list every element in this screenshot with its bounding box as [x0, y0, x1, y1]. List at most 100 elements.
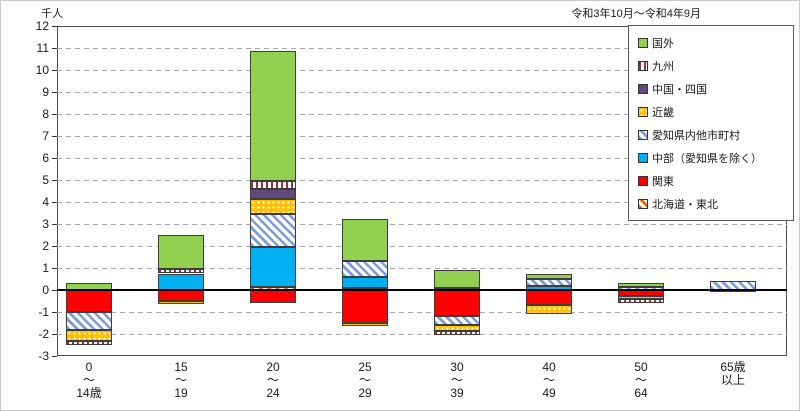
y-tick-mark	[52, 224, 57, 225]
y-tick-label: 11	[36, 41, 49, 55]
y-tick-label: -2	[38, 327, 49, 341]
legend-swatch-icon	[638, 106, 648, 117]
bar-segment	[618, 298, 664, 304]
bar-segment	[250, 198, 296, 215]
x-axis-label-line: 0	[85, 360, 93, 374]
gridline	[57, 113, 787, 115]
bar-segment	[66, 329, 112, 341]
bar-segment	[250, 181, 296, 189]
legend-label: 北海道・東北	[652, 198, 718, 211]
bar-segment	[66, 340, 112, 345]
y-tick-mark	[52, 202, 57, 203]
y-tick-mark	[52, 136, 57, 137]
legend-item: 国外	[629, 31, 793, 54]
legend-label: 愛知県内他市町村	[652, 129, 740, 142]
gridline	[57, 69, 787, 71]
bar-segment	[66, 312, 112, 330]
x-axis-label: 30 〜 39	[422, 361, 492, 400]
y-tick-mark	[52, 158, 57, 159]
x-axis-label-line: 65歳	[720, 360, 746, 374]
bar-segment	[526, 273, 572, 279]
y-tick-label: 3	[42, 217, 49, 231]
x-axis-label-line: 50	[634, 360, 648, 374]
x-axis-label-line: 20	[266, 360, 280, 374]
x-axis-label-line: 〜	[542, 373, 555, 387]
y-tick-mark	[52, 246, 57, 247]
x-axis-label-line: 〜	[174, 373, 187, 387]
legend-label: 国外	[652, 37, 674, 50]
x-axis-label-line: 〜	[634, 373, 647, 387]
bar-segment	[342, 261, 388, 277]
legend-item: 近畿	[629, 100, 793, 123]
x-axis-label-line: 24	[266, 386, 280, 400]
x-axis-label-line: 49	[542, 386, 556, 400]
y-tick-label: 2	[42, 239, 49, 253]
x-axis-label: 65歳 以上	[698, 361, 768, 387]
period-label: 令和3年10月～令和4年9月	[571, 8, 701, 20]
y-tick-mark	[52, 48, 57, 49]
x-axis-label-line: 〜	[266, 373, 279, 387]
bar-segment	[434, 290, 480, 317]
bar-segment	[250, 247, 296, 287]
legend-swatch-icon	[638, 83, 648, 94]
x-axis-label-line: 39	[450, 386, 464, 400]
gridline	[57, 179, 787, 181]
bar-segment	[434, 316, 480, 326]
x-axis-label-line: 29	[358, 386, 372, 400]
bar-segment	[434, 270, 480, 288]
legend-item: 中国・四国	[629, 77, 793, 100]
x-axis-label-line: 〜	[358, 373, 371, 387]
bar-segment	[250, 214, 296, 248]
y-tick-mark	[52, 356, 57, 357]
y-tick-label: 5	[42, 173, 49, 187]
y-tick-label: 12	[35, 19, 49, 33]
bar-segment	[158, 269, 204, 274]
gridline	[57, 47, 787, 49]
bar-segment	[158, 290, 204, 301]
bar-segment	[618, 283, 664, 287]
legend-swatch-icon	[638, 152, 648, 163]
legend-swatch-icon	[638, 198, 648, 209]
x-axis-label: 25 〜 29	[330, 361, 400, 400]
x-axis-label: 0 〜 14歳	[54, 361, 124, 400]
legend-item: 愛知県内他市町村	[629, 123, 793, 146]
bar-segment	[526, 279, 572, 286]
y-tick-label: 10	[35, 63, 49, 77]
bar-segment	[434, 325, 480, 331]
x-axis-label-line: 14歳	[76, 386, 102, 400]
legend-item: 中部（愛知県を除く）	[629, 146, 793, 169]
gridline	[57, 201, 787, 203]
legend-item: 北海道・東北	[629, 192, 793, 215]
y-tick-label: 0	[42, 283, 49, 297]
y-tick-mark	[52, 312, 57, 313]
x-axis-label: 15 〜 19	[146, 361, 216, 400]
bar-segment	[342, 290, 388, 323]
gridline	[57, 157, 787, 159]
legend-label: 中国・四国	[652, 83, 707, 96]
legend-swatch-icon	[638, 129, 648, 140]
x-axis-label: 20 〜 24	[238, 361, 308, 400]
y-tick-mark	[52, 114, 57, 115]
bar-segment	[526, 305, 572, 315]
legend-item: 関東	[629, 169, 793, 192]
bar-segment	[434, 330, 480, 336]
y-tick-label: 7	[42, 129, 49, 143]
x-axis-label-line: 以上	[720, 373, 745, 387]
bar-segment	[250, 290, 296, 304]
bar-segment	[342, 276, 388, 288]
bar-segment	[342, 323, 388, 327]
x-axis-label: 50 〜 64	[606, 361, 676, 400]
y-tick-mark	[52, 334, 57, 335]
bar-segment	[158, 273, 204, 290]
y-tick-label: 4	[42, 195, 49, 209]
legend-label: 近畿	[652, 106, 674, 119]
legend-item: 九州	[629, 54, 793, 77]
legend-label: 中部（愛知県を除く）	[652, 152, 762, 165]
y-tick-label: -1	[38, 305, 49, 319]
gridline	[57, 245, 787, 247]
legend-label: 九州	[652, 60, 674, 73]
bar-segment	[526, 290, 572, 306]
y-tick-mark	[52, 92, 57, 93]
legend: 国外九州中国・四国近畿愛知県内他市町村中部（愛知県を除く） 関東北海道・東北	[628, 25, 794, 221]
